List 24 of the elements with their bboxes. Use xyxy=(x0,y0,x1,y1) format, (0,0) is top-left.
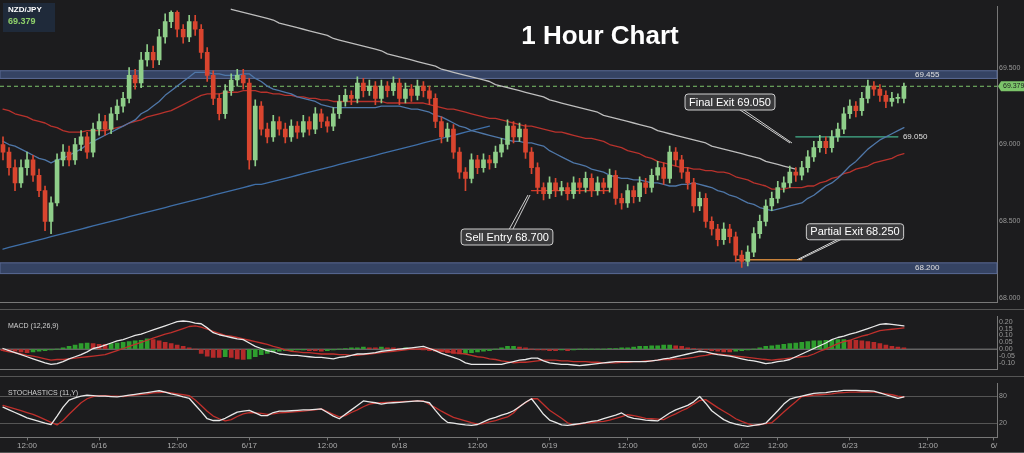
annotation: 69.379 xyxy=(8,16,36,27)
chart-subtitle: NZD/JPY xyxy=(8,5,43,15)
x-tick-label: 6/19 xyxy=(541,441,558,451)
x-tick-label: 12:00 xyxy=(17,441,38,451)
band-label: 68.200 xyxy=(915,263,941,273)
x-tick-label: 6/22 xyxy=(733,441,751,451)
x-tick-label: 12:00 xyxy=(617,441,639,451)
x-tick-label: 12:00 xyxy=(917,441,939,451)
x-tick-label: 6/ xyxy=(990,441,999,451)
annotation: Partial Exit 68.250 xyxy=(810,225,900,238)
x-tick-label: 12:00 xyxy=(467,441,489,451)
text: 1 Hour Chart xyxy=(521,20,680,51)
x-tick-label: 6/18 xyxy=(391,441,408,451)
band-label: 69.455 xyxy=(915,69,941,79)
x-tick-label: 6/16 xyxy=(91,441,108,451)
series-label: 69.050 xyxy=(902,132,928,142)
x-tick-label: 6/23 xyxy=(842,441,859,451)
x-tick-label: 12:00 xyxy=(767,441,789,451)
annotation: Final Exit 69.050 xyxy=(689,95,771,108)
x-tick-label: 12:00 xyxy=(317,441,338,451)
annotation: Sell Entry 68.700 xyxy=(465,230,549,243)
x-tick-label: 12:00 xyxy=(167,441,188,451)
x-tick-label: 6/17 xyxy=(241,441,258,451)
x-tick-label: 6/20 xyxy=(691,441,709,451)
